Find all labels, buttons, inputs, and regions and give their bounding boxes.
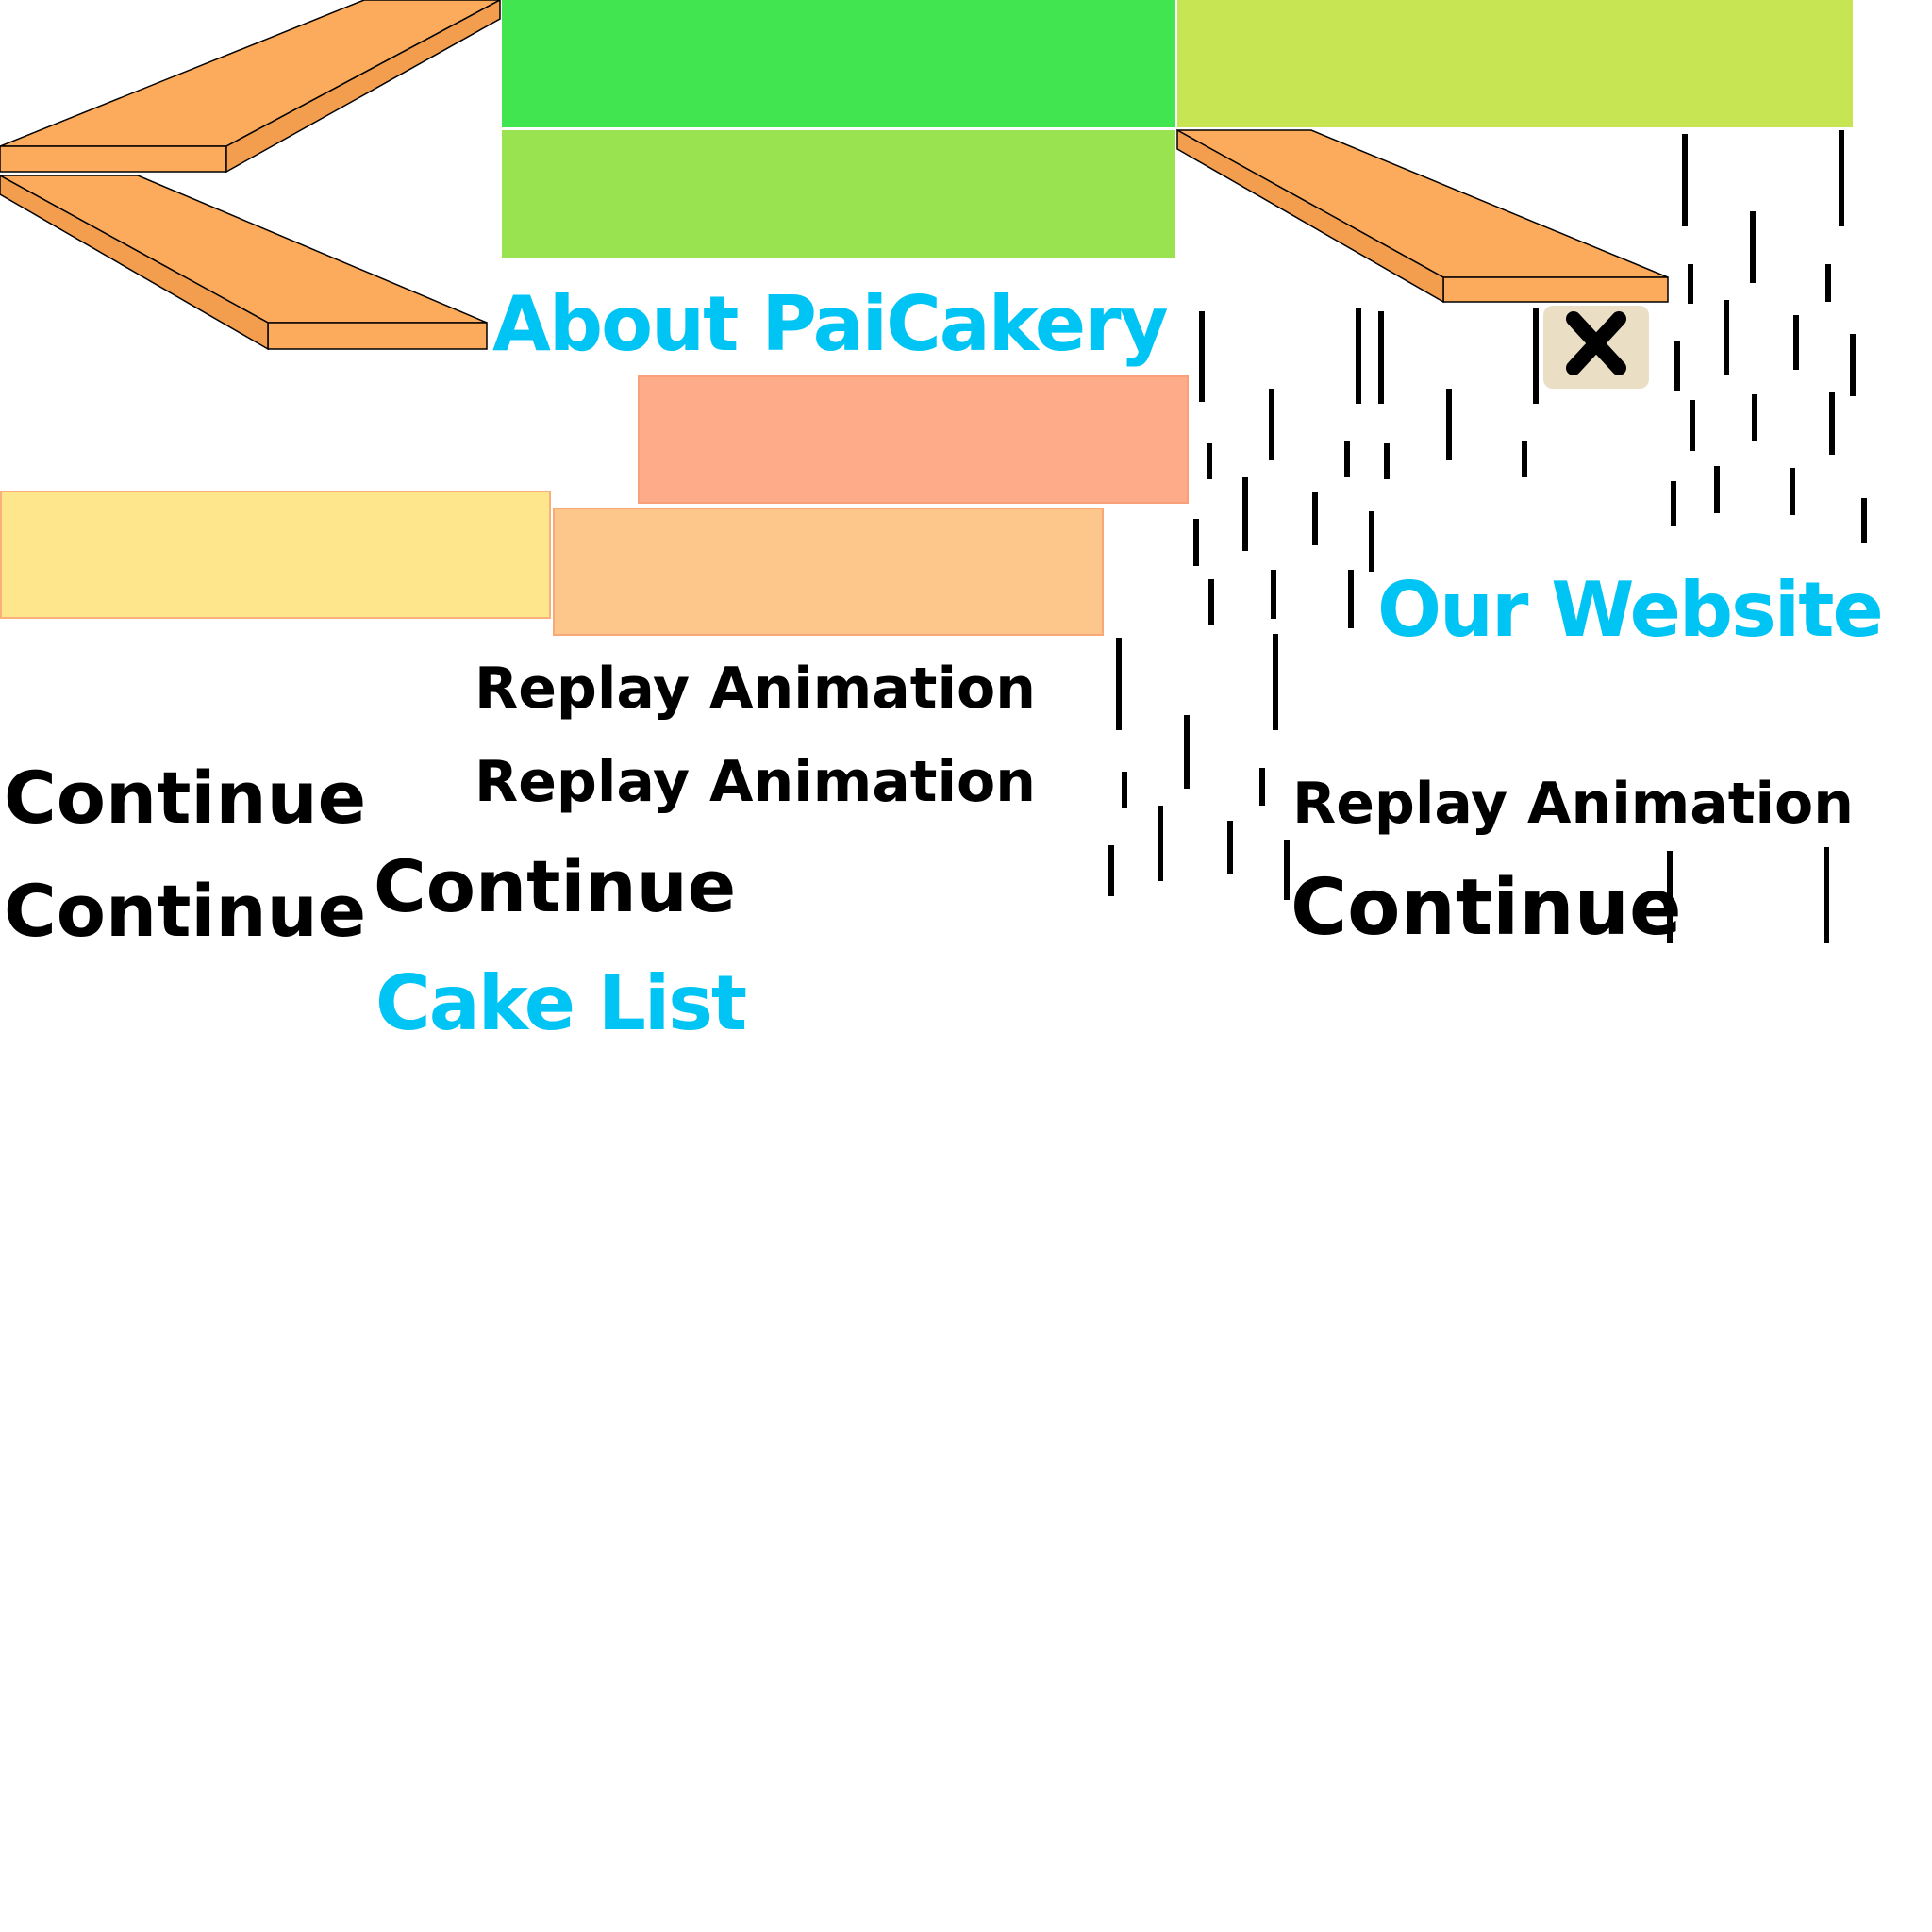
replay-animation-button[interactable]: Replay Animation (1292, 771, 1854, 837)
continue-button[interactable]: Continue (374, 844, 737, 928)
replay-animation-button[interactable]: Replay Animation (475, 656, 1036, 722)
plank-mid-left (0, 175, 488, 351)
pale-yellow-block (0, 491, 551, 619)
close-icon (1566, 311, 1626, 375)
plank-right (1176, 128, 1669, 304)
continue-button[interactable]: Continue (4, 869, 367, 953)
close-button[interactable] (1543, 306, 1649, 389)
our-website-link[interactable]: Our Website (1377, 566, 1884, 654)
green-block-mid (502, 130, 1175, 258)
green-yellow-block-top (1177, 0, 1853, 127)
cake-list-link[interactable]: Cake List (375, 959, 747, 1047)
plank-shapes (0, 0, 1669, 351)
rain-streaks (1108, 130, 1867, 943)
light-orange-block (553, 508, 1104, 636)
replay-animation-button[interactable]: Replay Animation (475, 749, 1036, 815)
about-paicakery-link[interactable]: About PaiCakery (492, 280, 1169, 368)
continue-button[interactable]: Continue (4, 756, 367, 840)
continue-button[interactable]: Continue (1291, 863, 1682, 953)
plank-top-left (0, 0, 501, 174)
green-block-top (502, 0, 1175, 127)
salmon-block (638, 375, 1189, 504)
